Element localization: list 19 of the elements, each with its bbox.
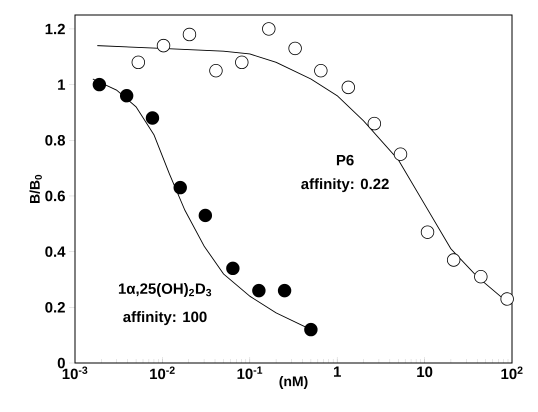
y-tick-label: 0	[58, 358, 65, 368]
series-label: 1α,25(OH)$_{2}$D$_{3}$	[118, 282, 212, 297]
x-tick-label: 1	[334, 366, 341, 377]
text: P6	[336, 154, 354, 166]
y-tick-label: 1.2	[46, 24, 65, 34]
x-tick-label: 10$^{-2}$	[150, 366, 175, 380]
y-tick-label: 0.2	[45, 302, 65, 313]
y-tick-label: 0.6	[45, 190, 65, 202]
x-axis-title: (nM)	[279, 376, 308, 390]
x-tick-label: 10$^{-3}$	[62, 366, 88, 380]
y-axis-title: B/B$_{0}$	[30, 174, 42, 204]
annotation: affinity: 0.22	[301, 178, 389, 192]
y-tick-label: 1	[58, 79, 66, 90]
x-tick-label: 10$^{2}$	[501, 366, 523, 380]
y-tick-label: 0.8	[45, 134, 66, 146]
annotation: affinity: 100	[123, 311, 207, 326]
x-tick-label: 10$^{-1}$	[238, 366, 262, 380]
y-tick-label: 0.4	[45, 246, 66, 257]
x-tick-label: 10	[417, 366, 432, 378]
